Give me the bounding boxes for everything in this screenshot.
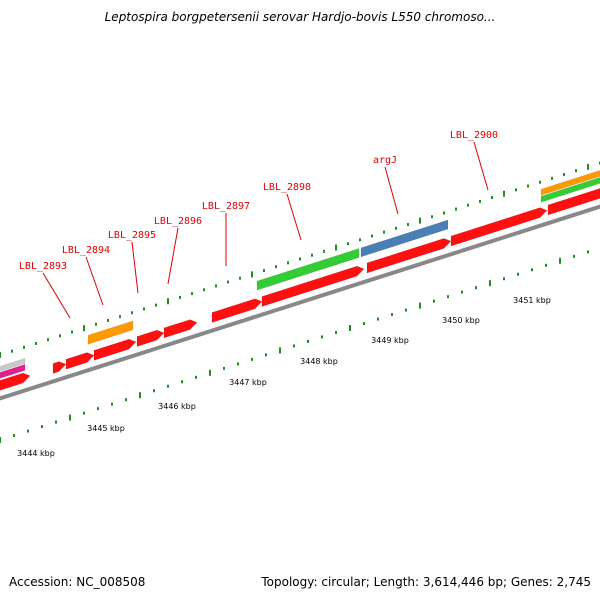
- gene-callouts: LBL_2893 LBL_2894 LBL_2895 LBL_2896LBL_2897…: [19, 130, 498, 319]
- callout-leader-line: [473, 141, 489, 191]
- gene-arrow[interactable]: [93, 338, 137, 361]
- inner-tick-track: [0, 250, 589, 443]
- kbp-label: 3446 kbp: [158, 402, 196, 411]
- gene-arrow[interactable]: [163, 319, 198, 339]
- kbp-label: 3449 kbp: [371, 336, 409, 345]
- gene-label[interactable]: LBL_2897: [202, 201, 250, 212]
- gene-block[interactable]: [360, 219, 449, 258]
- gene-block[interactable]: [87, 320, 134, 345]
- gene-block[interactable]: [0, 364, 26, 380]
- callout-leader-line: [131, 241, 139, 294]
- gene-label[interactable]: LBL_2894: [62, 245, 110, 256]
- accession-label: Accession: NC_008508: [9, 575, 146, 589]
- gene-arrow[interactable]: [65, 352, 95, 370]
- kbp-label: 3451 kbp: [513, 296, 551, 305]
- gene-arrow[interactable]: [52, 361, 67, 374]
- gene-label[interactable]: LBL_2893: [19, 261, 67, 272]
- kbp-label: 3450 kbp: [442, 316, 480, 325]
- gene-block[interactable]: [256, 248, 360, 291]
- genome-summary: Topology: circular; Length: 3,614,446 bp…: [261, 575, 591, 589]
- callout-leader-line: [384, 166, 399, 215]
- gene-arrow[interactable]: [450, 207, 548, 247]
- gene-arrow[interactable]: [547, 188, 600, 216]
- gene-block[interactable]: [540, 168, 600, 196]
- gene-arrow[interactable]: [211, 298, 263, 323]
- callout-leader-line: [286, 193, 302, 241]
- gene-arrow[interactable]: [136, 329, 165, 347]
- callout-leader-line: [85, 256, 104, 306]
- callout-leader-line: [42, 272, 71, 319]
- gene-label[interactable]: LBL_2895: [108, 230, 156, 241]
- gene-label[interactable]: LBL_2898: [263, 182, 311, 193]
- kbp-label: 3447 kbp: [229, 378, 267, 387]
- kbp-label: 3448 kbp: [300, 357, 338, 366]
- chromosome-backbone: [0, 204, 600, 401]
- kbp-label: 3445 kbp: [87, 424, 125, 433]
- gene-arrow[interactable]: [366, 238, 452, 274]
- gene-label[interactable]: LBL_2900: [450, 130, 498, 141]
- gene-block[interactable]: [540, 175, 600, 203]
- gene-label[interactable]: argJ: [373, 155, 397, 166]
- gene-block[interactable]: [0, 358, 26, 373]
- kbp-label: 3444 kbp: [17, 449, 55, 458]
- gene-track: [0, 168, 600, 392]
- gene-label[interactable]: LBL_2896: [154, 216, 202, 227]
- callout-leader-line: [167, 227, 179, 285]
- outer-tick-track: [0, 161, 600, 358]
- map-title: Leptospira borgpetersenii serovar Hardjo…: [104, 10, 496, 24]
- gene-arrow[interactable]: [0, 372, 31, 392]
- gene-arrow[interactable]: [261, 265, 365, 307]
- kbp-scale: 3444 kbp 3445 kbp 3446 kbp 3447 kbp 3448 kbp…: [17, 296, 551, 458]
